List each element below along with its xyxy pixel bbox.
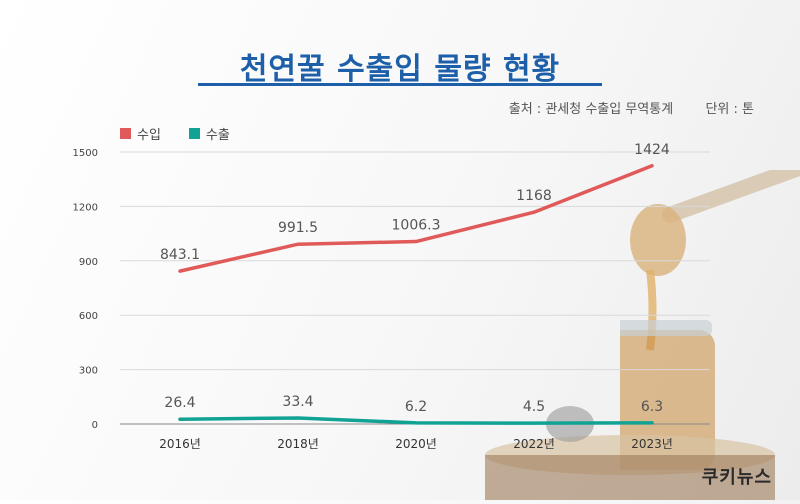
data-point-import xyxy=(532,210,536,214)
data-label-export: 4.5 xyxy=(523,399,545,415)
data-point-import xyxy=(296,242,300,246)
data-point-import xyxy=(650,164,654,168)
data-point-export xyxy=(414,421,418,425)
data-label-export: 26.4 xyxy=(164,395,195,411)
data-point-export xyxy=(532,421,536,425)
x-tick-label: 2018년 xyxy=(277,437,319,451)
page-title: 천연꿀 수출입 물량 현황 xyxy=(239,52,561,87)
data-label-import: 843.1 xyxy=(160,247,200,263)
x-tick-label: 2023년 xyxy=(631,437,673,451)
source-note: 출처 : 관세청 수출입 무역통계 단위 : 톤 xyxy=(509,98,754,117)
honey-dipper-image xyxy=(605,160,800,470)
y-tick-label: 0 xyxy=(92,420,98,431)
publisher-watermark: 쿠키뉴스 xyxy=(701,467,772,488)
title-underline xyxy=(198,83,602,86)
x-tick-label: 2022년 xyxy=(513,437,555,451)
data-label-export: 6.2 xyxy=(405,399,427,415)
y-tick-label: 1500 xyxy=(73,148,98,159)
data-label-import: 1006.3 xyxy=(392,218,441,234)
data-point-import xyxy=(414,240,418,244)
unit-text: 단위 : 톤 xyxy=(705,102,754,117)
x-tick-label: 2016년 xyxy=(159,437,201,451)
y-tick-label: 900 xyxy=(79,257,98,268)
chart-legend: 수입 수출 xyxy=(120,124,230,143)
data-label-export: 33.4 xyxy=(282,394,313,410)
source-text: 출처 : 관세청 수출입 무역통계 xyxy=(508,102,674,117)
y-tick-label: 300 xyxy=(79,366,98,377)
data-point-export xyxy=(650,421,654,425)
y-tick-label: 600 xyxy=(79,311,98,322)
y-tick-label: 1200 xyxy=(73,202,98,213)
legend-item-export: 수출 xyxy=(188,124,230,143)
data-label-import: 1424 xyxy=(634,142,670,158)
data-point-import xyxy=(178,269,182,273)
data-point-export xyxy=(296,416,300,420)
data-label-export: 6.3 xyxy=(641,399,663,415)
legend-swatch-import xyxy=(120,128,131,139)
wood-stump-image xyxy=(480,430,780,500)
legend-swatch-export xyxy=(188,128,200,139)
x-tick-label: 2020년 xyxy=(395,437,437,451)
legend-label-import: 수입 xyxy=(137,128,161,143)
data-label-import: 991.5 xyxy=(278,220,318,236)
data-point-export xyxy=(178,417,182,421)
legend-label-export: 수출 xyxy=(205,128,230,143)
legend-item-import: 수입 xyxy=(120,124,161,143)
data-label-import: 1168 xyxy=(516,188,552,204)
